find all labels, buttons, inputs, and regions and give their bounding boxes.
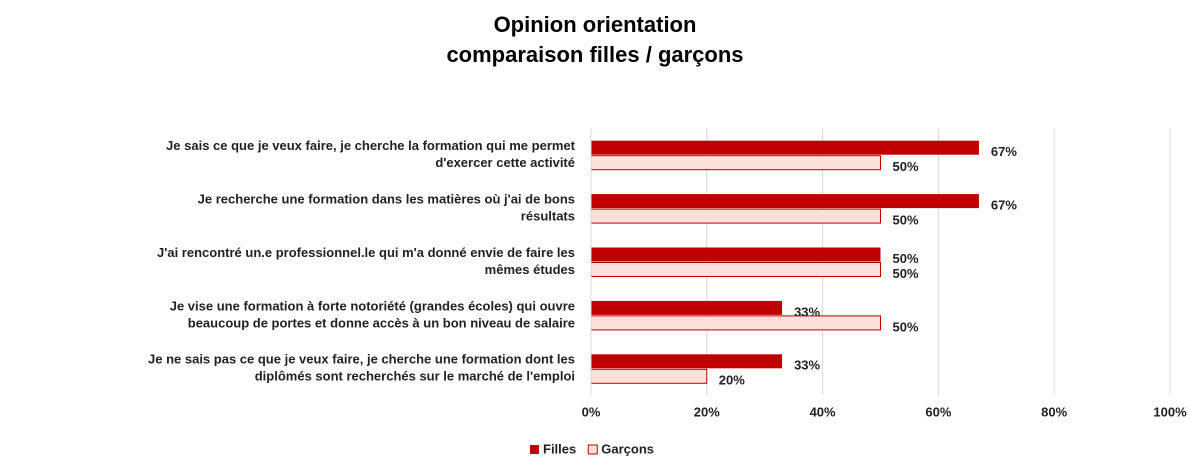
x-tick-label: 0% [582,404,601,419]
y-tick-label: Je ne sais pas ce que je veux faire, je … [148,352,575,367]
value-label: 20% [719,373,745,388]
legend-swatch [530,445,539,454]
bar [591,247,881,262]
chart-subtitle: comparaison filles / garçons [446,42,743,67]
legend-label: Filles [543,441,576,456]
y-tick-label: diplômés sont recherchés sur le marché d… [255,369,575,384]
y-tick-label: Je recherche une formation dans les mati… [198,192,575,207]
value-label: 50% [893,266,919,281]
value-label: 67% [991,198,1017,213]
x-tick-label: 40% [810,404,836,419]
value-label: 50% [893,159,919,174]
y-tick-label: d'exercer cette activité [435,155,575,170]
bar [590,155,881,171]
value-label: 67% [991,144,1017,159]
bar [591,354,783,369]
y-tick-label: résultats [521,209,575,224]
bar [590,368,708,384]
value-label: 33% [794,358,820,373]
bar [591,140,979,155]
x-tick-label: 60% [925,404,951,419]
bar [591,300,783,315]
bar [590,315,881,331]
x-tick-label: 80% [1041,404,1067,419]
x-tick-label: 100% [1153,404,1187,419]
y-tick-label: Je sais ce que je veux faire, je cherche… [166,138,576,153]
y-tick-label: Je vise une formation à forte notoriété … [170,298,575,313]
y-tick-label: J'ai rencontré un.e professionnel.le qui… [157,245,575,260]
bar [590,208,881,224]
chart-title: Opinion orientation [494,12,697,37]
y-tick-label: beaucoup de portes et donne accès à un b… [188,315,575,330]
x-tick-label: 20% [694,404,720,419]
legend-label: Garçons [601,441,654,456]
bar [591,194,979,209]
value-label: 50% [893,319,919,334]
legend-swatch [587,444,598,455]
y-tick-label: mêmes études [485,262,575,277]
value-label: 50% [893,251,919,266]
bar [590,262,881,277]
value-label: 50% [893,213,919,228]
